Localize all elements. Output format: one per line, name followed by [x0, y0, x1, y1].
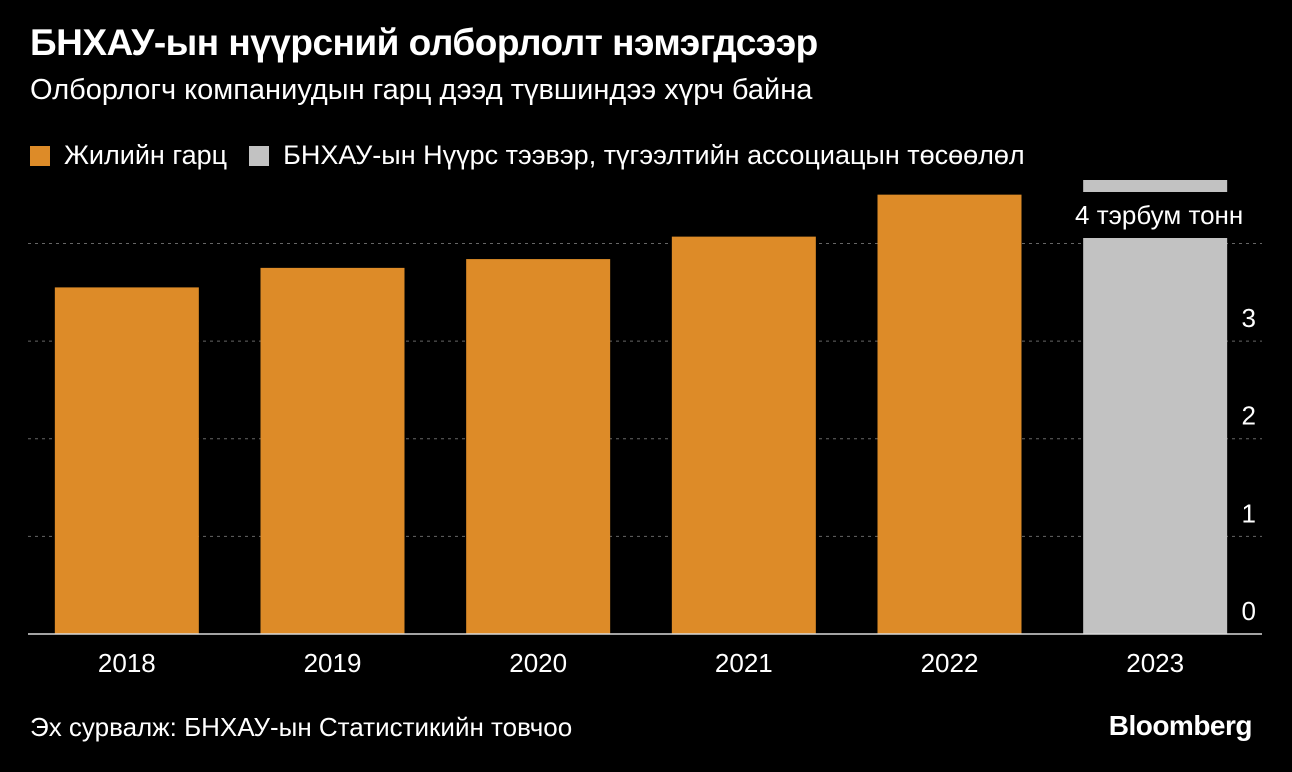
legend-swatch-forecast	[249, 145, 270, 166]
annotation-box	[1059, 192, 1260, 238]
source-note: Эх сурвалж: БНХАУ-ын Статистикийн товчоо	[30, 712, 573, 742]
legend-swatch-actual	[30, 145, 50, 166]
bar-2023	[1083, 180, 1228, 634]
x-tick-label: 2022	[921, 648, 979, 678]
bar-2021	[671, 236, 816, 634]
x-tick-label: 2021	[715, 648, 773, 678]
y-tick-label: 2	[1242, 401, 1256, 431]
legend-item-forecast: БНХАУ-ын Нүүрс тээвэр, түгээлтийн ассоци…	[249, 140, 1025, 171]
y-tick-label: 3	[1242, 303, 1256, 333]
legend: Жилийн гарц БНХАУ-ын Нүүрс тээвэр, түгээ…	[30, 140, 1047, 171]
x-tick-label: 2023	[1126, 648, 1184, 678]
bar-2020	[466, 259, 611, 634]
x-tick-label: 2019	[304, 648, 362, 678]
chart-subtitle: Олборлогч компаниудын гарц дээд түвшиндэ…	[30, 74, 813, 106]
chart-title: БНХАУ-ын нүүрсний олборлолт нэмэгдсээр	[30, 22, 818, 63]
bar-2019	[260, 267, 405, 634]
bar-2018	[54, 287, 199, 634]
bar-2022	[877, 194, 1022, 635]
bar-chart: 2018 2019 2020 2021 2022 2023 4 тэрбум тонн 0 1 2…	[28, 180, 1262, 678]
legend-label-actual: Жилийн гарц	[64, 140, 228, 170]
legend-item-actual: Жилийн гарц	[30, 140, 227, 171]
x-tick-label: 2018	[98, 648, 156, 678]
legend-label-forecast: БНХАУ-ын Нүүрс тээвэр, түгээлтийн ассоци…	[283, 140, 1025, 170]
x-tick-label: 2020	[509, 648, 567, 678]
y-tick-label: 0	[1242, 596, 1256, 626]
annotation-label: 4 тэрбум тонн	[1075, 200, 1243, 230]
bloomberg-logo: Bloomberg	[1108, 710, 1253, 741]
y-tick-label: 1	[1242, 498, 1256, 528]
